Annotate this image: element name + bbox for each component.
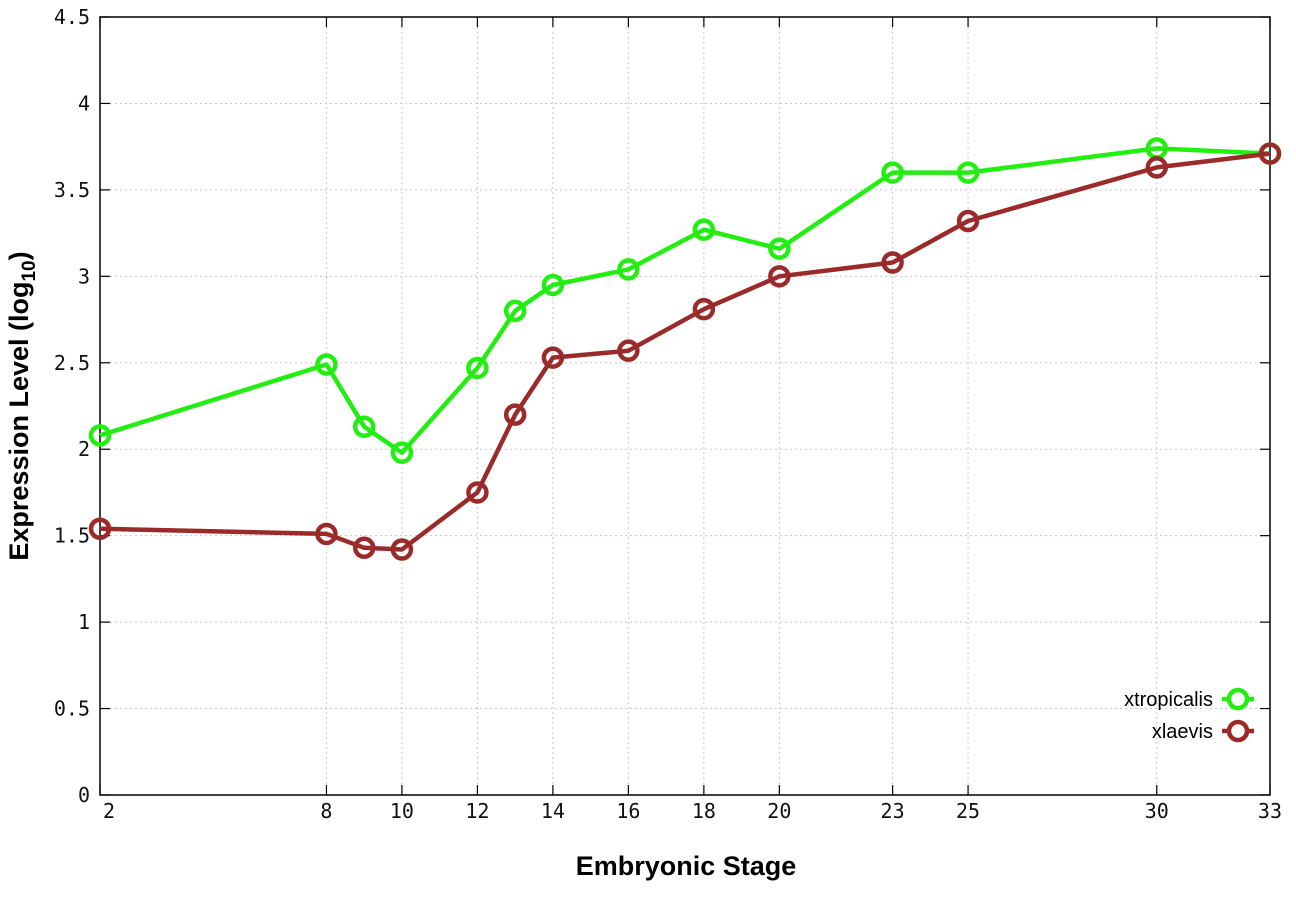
x-tick-label: 30	[1145, 799, 1169, 823]
plot-border	[99, 16, 1271, 796]
x-tick-label: 2	[103, 799, 115, 823]
y-tick-label: 1	[78, 610, 90, 634]
x-tick-label: 25	[956, 799, 980, 823]
data-point-xlaevis	[541, 346, 565, 369]
y-axis-title: Expression Level (log10)	[4, 251, 40, 560]
y-axis-title-suffix: )	[4, 251, 34, 260]
series-line-xtropicalis	[99, 146, 1271, 455]
legend-swatch-marker	[1226, 687, 1250, 711]
data-point-xlaevis	[956, 209, 980, 233]
y-tick-label: 4	[78, 91, 90, 115]
data-point-xtropicalis	[466, 356, 489, 380]
data-point-xtropicalis	[503, 299, 527, 323]
y-tick-label: 2.5	[54, 351, 90, 375]
data-point-xtropicalis	[315, 353, 338, 376]
data-point-xlaevis	[466, 481, 489, 504]
data-point-xlaevis	[88, 517, 112, 541]
series-xlaevis	[88, 142, 1282, 561]
y-tick-label: 0.5	[54, 697, 90, 721]
series-layer	[88, 137, 1282, 561]
y-tick-label: 2	[78, 437, 90, 461]
data-point-xtropicalis	[768, 237, 791, 260]
data-point-xtropicalis	[881, 161, 904, 184]
x-axis-title: Embryonic Stage	[576, 851, 797, 881]
x-tick-label: 14	[541, 799, 565, 823]
data-point-xtropicalis	[956, 161, 980, 184]
legend-label-xlaevis: xlaevis	[1152, 721, 1213, 743]
y-tick-label: 3	[78, 264, 90, 288]
x-tick-label: 12	[465, 799, 489, 823]
data-point-xlaevis	[315, 522, 338, 546]
data-point-xtropicalis	[541, 273, 565, 297]
data-point-xlaevis	[881, 251, 904, 274]
y-axis-title-subscript: 10	[19, 260, 40, 281]
x-tick-label: 16	[616, 799, 640, 823]
y-axis-title-text: Expression Level (log	[4, 282, 34, 561]
data-point-xtropicalis	[692, 218, 716, 241]
data-point-xlaevis	[1145, 156, 1169, 179]
grid-lines	[100, 17, 1270, 795]
data-point-xtropicalis	[88, 424, 112, 447]
y-tick-label: 3.5	[54, 178, 90, 202]
series-line-xlaevis	[99, 151, 1271, 552]
data-point-xlaevis	[503, 403, 527, 426]
data-point-xlaevis	[617, 339, 640, 362]
data-point-xtropicalis	[617, 258, 640, 281]
legend-swatch-marker	[1226, 719, 1250, 743]
data-point-xlaevis	[692, 297, 716, 321]
x-tick-label: 20	[767, 799, 791, 823]
legend: xtropicalis xlaevis	[1124, 687, 1254, 743]
x-tick-label: 33	[1258, 799, 1282, 823]
data-point-xlaevis	[768, 265, 791, 288]
legend-label-xtropicalis: xtropicalis	[1124, 689, 1213, 711]
data-point-xlaevis	[352, 536, 376, 560]
axis-ticks: 0 0.5 1 1.5 2 2.5 3 3.5 4 4.5 2 8 10 12 14 16 18 20 23 25 30…	[54, 5, 1282, 823]
series-xtropicalis	[88, 137, 1282, 464]
y-tick-label: 1.5	[54, 524, 90, 548]
y-tick-label: 4.5	[54, 5, 90, 29]
x-tick-label: 10	[390, 799, 414, 823]
data-point-xtropicalis	[352, 415, 376, 438]
x-tick-label: 23	[881, 799, 905, 823]
x-tick-label: 8	[320, 799, 332, 823]
data-point-xtropicalis	[390, 441, 414, 464]
data-point-xlaevis	[390, 538, 414, 561]
x-tick-label: 18	[692, 799, 716, 823]
data-point-xlaevis	[1258, 142, 1282, 165]
y-tick-label: 0	[78, 783, 90, 807]
